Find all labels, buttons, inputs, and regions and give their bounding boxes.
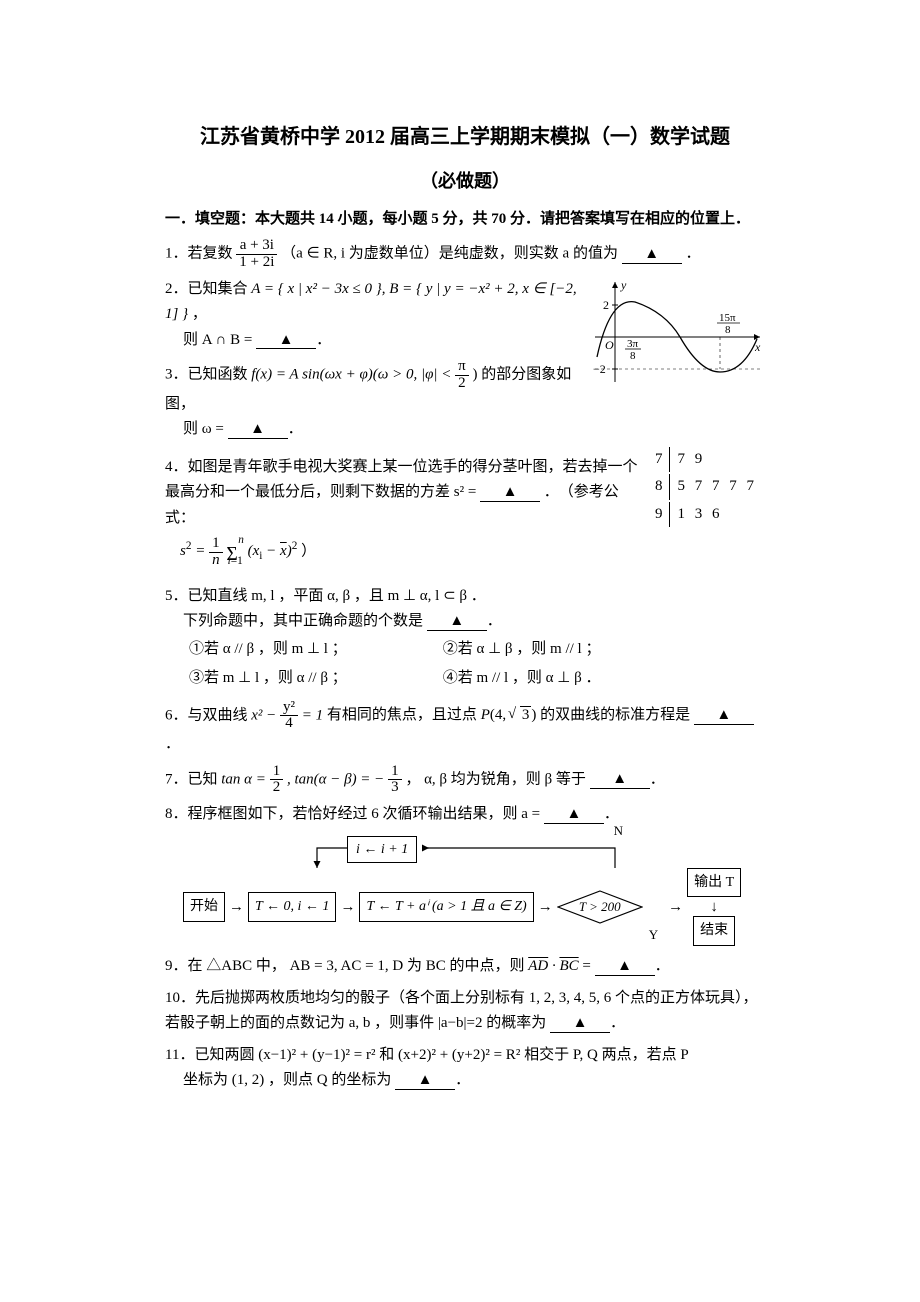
flow-loop: N i ← i + 1 <box>305 836 635 870</box>
q5-text-b: 下列命题中，其中正确命题的个数是 <box>183 613 423 629</box>
q6-den: 4 <box>280 716 298 732</box>
q1-frac-den: 1 + 2i <box>236 255 277 271</box>
q9-text-a: 9．在 △ABC 中， AB = 3, AC = 1, D 为 BC 的中点，则 <box>165 958 528 974</box>
arrow-down-icon: ↓ <box>710 899 718 914</box>
q10-blank <box>550 1016 610 1033</box>
q3-text-a: 3．已知函数 <box>165 367 251 383</box>
q8-text-a: 8．程序框图如下，若恰好经过 6 次循环输出结果，则 a = <box>165 806 540 822</box>
arrow-icon: → <box>340 899 355 914</box>
flow-cond-text: T > 200 <box>579 896 621 918</box>
arrow-icon: → <box>229 899 244 914</box>
q5-blank <box>427 614 487 631</box>
q1-text-c: ． <box>685 246 700 262</box>
page-title: 江苏省黄桥中学 2012 届高三上学期期末模拟（一）数学试题 <box>165 120 765 154</box>
q6-expr-r: = 1 <box>302 707 323 723</box>
question-11: 11．已知两圆 (x−1)² + (y−1)² = r² 和 (x+2)² + … <box>165 1043 765 1094</box>
q1-frac-num: a + 3i <box>236 238 277 255</box>
q1-blank <box>622 247 682 264</box>
q6-frac: y² 4 <box>280 700 298 733</box>
flow-y-label: Y <box>649 924 658 946</box>
flow-decision: T > 200 <box>557 890 643 924</box>
q3-text-c: 则 ω = <box>183 421 224 437</box>
q6-blank <box>694 708 754 725</box>
question-2: 2．已知集合 A = { x | x² − 3x ≤ 0 }, B = { y … <box>165 277 765 354</box>
q7-text-b: ， α, β 均为锐角，则 β 等于 <box>405 771 586 787</box>
question-3: 3．已知函数 f(x) = A sin(ωx + φ)(ω > 0, |φ| <… <box>165 359 765 443</box>
q9-vec: AD · BC <box>528 958 578 974</box>
q11-text-a: 11．已知两圆 (x−1)² + (y−1)² = r² 和 (x+2)² + … <box>165 1047 689 1063</box>
question-7: 7．已知 tan α = 12 , tan(α − β) = − 13 ， α,… <box>165 764 765 797</box>
flow-body: T ← T + aⁱ (a > 1 且 a ∈ Z) <box>359 892 533 922</box>
q3-expr: f(x) = A sin(ωx + φ)(ω > 0, |φ| < <box>251 367 455 383</box>
question-8: 8．程序框图如下，若恰好经过 6 次循环输出结果，则 a = ． <box>165 802 765 828</box>
q5-opt-2: ②若 α ⊥ β ，则 m // l ； <box>443 637 693 663</box>
question-10: 10．先后抛掷两枚质地均匀的骰子（各个面上分别标有 1, 2, 3, 4, 5,… <box>165 986 765 1037</box>
flow-output: 输出 T <box>687 868 741 898</box>
q7-t1n: 1 <box>270 764 284 781</box>
flowchart: N i ← i + 1 开始 → T ← 0, i ← 1 → T ← T + … <box>183 836 765 947</box>
q7-blank <box>590 772 650 789</box>
q11-blank <box>395 1073 455 1090</box>
q5-text-a: 5．已知直线 m, l ，平面 α, β ，且 m ⊥ α, l ⊂ β ． <box>165 588 486 604</box>
q2-text-a: 2．已知集合 <box>165 281 251 297</box>
q8-blank <box>544 807 604 824</box>
q5-options: ①若 α // β ，则 m ⊥ l ； ②若 α ⊥ β ，则 m // l … <box>189 635 765 694</box>
q7-t2n: 1 <box>388 764 402 781</box>
question-6: 6．与双曲线 x² − y² 4 = 1 有相同的焦点，且过点 P(4, 3) … <box>165 700 765 758</box>
q9-blank <box>595 959 655 976</box>
question-1: 1．若复数 a + 3i 1 + 2i （a ∈ R, i 为虚数单位）是纯虚数… <box>165 238 765 271</box>
q4-text-c: ） <box>301 543 316 559</box>
q6-text-a: 6．与双曲线 <box>165 707 251 723</box>
q2-blank <box>256 333 316 350</box>
q7-t1: tan α = <box>221 771 269 787</box>
q7-text-a: 7．已知 <box>165 771 221 787</box>
q2-text-b: ， <box>192 306 207 322</box>
q5-opt-4: ④若 m // l ，则 α ⊥ β ． <box>443 666 693 692</box>
flow-end: 结束 <box>693 916 735 946</box>
flow-init: T ← 0, i ← 1 <box>248 892 336 922</box>
q6-num: y² <box>280 700 298 717</box>
q4-blank <box>480 485 540 502</box>
section-heading: 一．填空题：本大题共 14 小题，每小题 5 分，共 70 分．请把答案填写在相… <box>165 207 765 233</box>
q7-t2d: 3 <box>388 780 402 796</box>
flow-main-row: 开始 → T ← 0, i ← 1 → T ← T + aⁱ (a > 1 且 … <box>183 868 765 947</box>
arrow-icon: → <box>668 899 683 914</box>
flow-end-column: 输出 T ↓ 结束 <box>687 868 741 947</box>
q5-opt-3: ③若 m ⊥ l ，则 α // β ； <box>189 666 439 692</box>
flow-increment: i ← i + 1 <box>347 836 417 864</box>
q5-opt-1: ①若 α // β ，则 m ⊥ l ； <box>189 637 439 663</box>
flow-start: 开始 <box>183 892 225 922</box>
q7-t1d: 2 <box>270 780 284 796</box>
q7-t2: , tan(α − β) = − <box>287 771 384 787</box>
question-5: 5．已知直线 m, l ，平面 α, β ，且 m ⊥ α, l ⊂ β ． 下… <box>165 584 765 694</box>
question-4: 4．如图是青年歌手电视大奖赛上某一位选手的得分茎叶图，若去掉一个最高分和一个最低… <box>165 455 765 572</box>
question-9: 9．在 △ABC 中， AB = 3, AC = 1, D 为 BC 的中点，则… <box>165 954 765 980</box>
q10-text-a: 10．先后抛掷两枚质地均匀的骰子（各个面上分别标有 1, 2, 3, 4, 5,… <box>165 990 758 1032</box>
q3-pi2-num: π <box>455 359 469 376</box>
q9-text-b: = <box>582 958 590 974</box>
q3-blank <box>228 422 288 439</box>
q1-fraction: a + 3i 1 + 2i <box>236 238 277 271</box>
q1-text-b: （a ∈ R, i 为虚数单位）是纯虚数，则实数 a 的值为 <box>281 246 618 262</box>
q1-text-a: 1．若复数 <box>165 246 236 262</box>
q6-expr-l: x² − <box>251 707 280 723</box>
q11-text-b: 坐标为 (1, 2) ，则点 Q 的坐标为 <box>183 1072 391 1088</box>
q3-pi2-den: 2 <box>455 376 469 392</box>
q3-pi2: π 2 <box>455 359 469 392</box>
q2-text-c: 则 A ∩ B = <box>183 332 252 348</box>
flow-n-label: N <box>614 820 623 842</box>
arrow-icon: → <box>538 899 553 914</box>
q6-text-b: 有相同的焦点，且过点 P(4, 3) 的双曲线的标准方程是 <box>327 707 690 723</box>
q4-formula: s2 = 1n Σi=1n (xi − x)2 <box>180 543 301 559</box>
page-subtitle: （必做题） <box>165 166 765 197</box>
